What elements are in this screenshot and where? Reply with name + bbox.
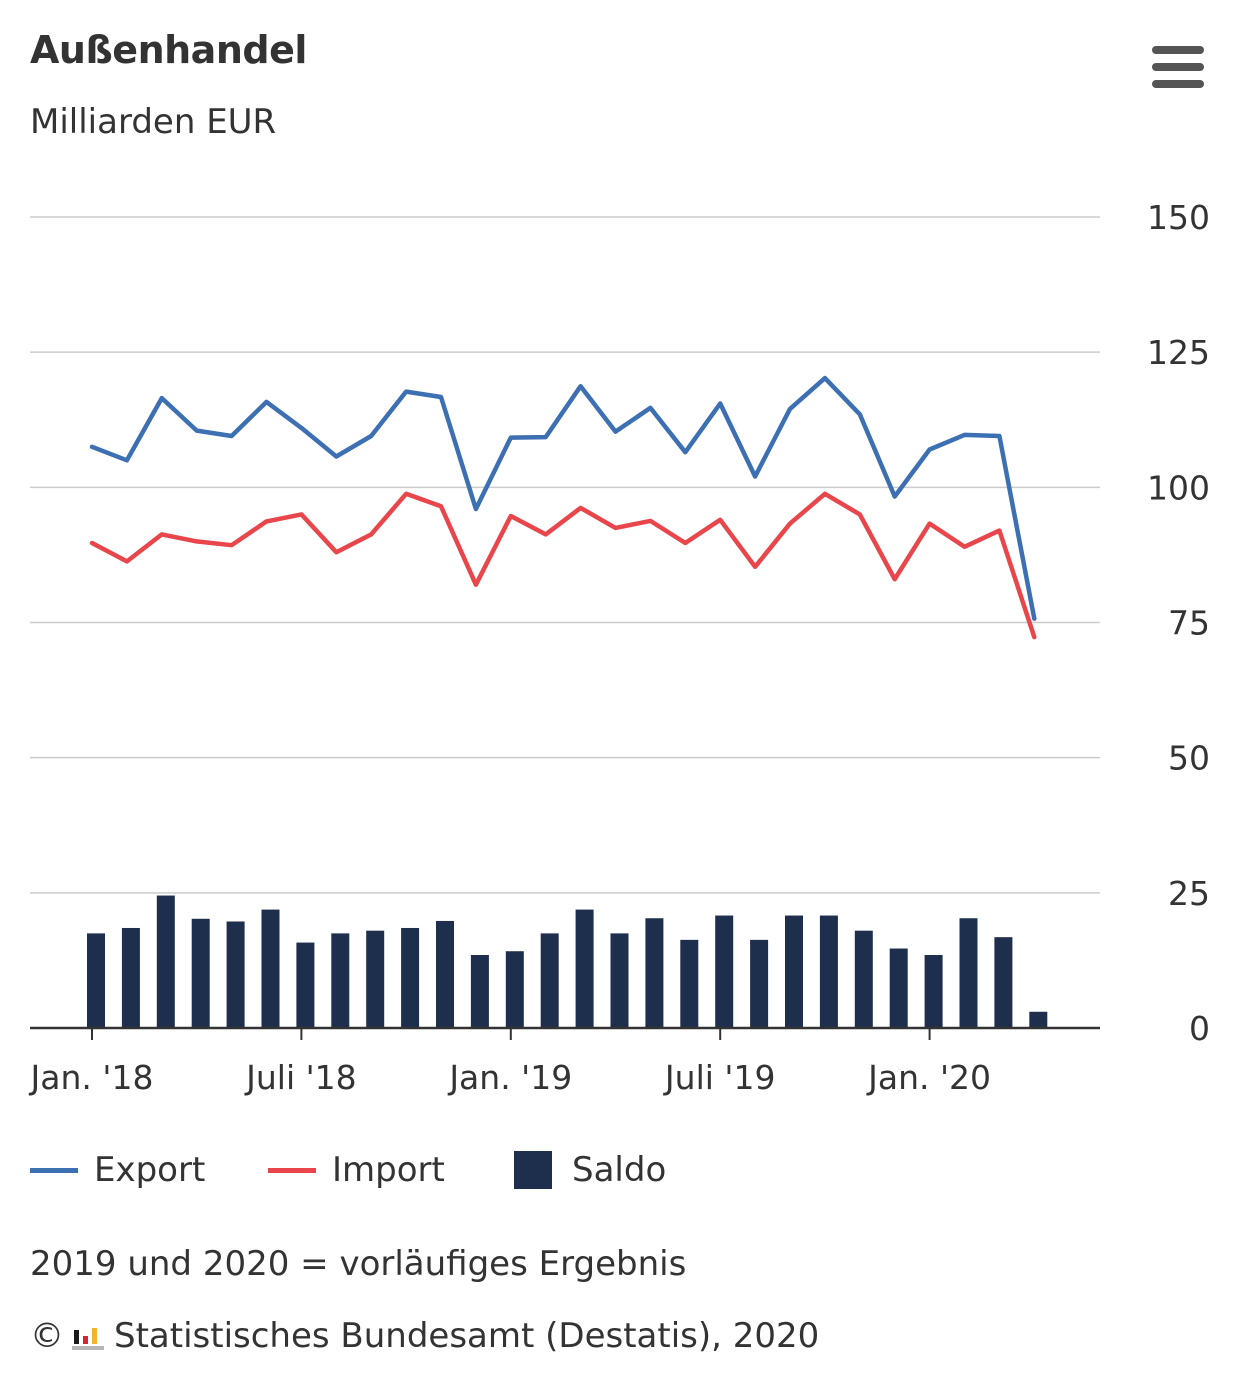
- footnote: 2019 und 2020 = vorläufiges Ergebnis: [30, 1244, 687, 1284]
- y-tick-label: 0: [1189, 1009, 1210, 1048]
- x-tick-label: Juli '19: [663, 1058, 776, 1097]
- credits-text: Statistisches Bundesamt (Destatis), 2020: [114, 1316, 820, 1356]
- saldo-bar: [994, 937, 1013, 1028]
- saldo-bar: [436, 920, 454, 1028]
- legend-item-export[interactable]: Export: [30, 1146, 205, 1194]
- saldo-bar: [610, 933, 629, 1028]
- saldo-bar: [785, 915, 803, 1028]
- saldo-bar: [750, 939, 769, 1028]
- saldo-bar: [191, 918, 210, 1028]
- saldo-bar: [470, 955, 489, 1028]
- saldo-bar: [680, 939, 699, 1028]
- y-tick-label: 75: [1168, 604, 1210, 643]
- x-tick-label: Juli '18: [244, 1058, 357, 1097]
- legend-label-saldo: Saldo: [572, 1150, 667, 1190]
- saldo-bar: [505, 951, 524, 1028]
- legend-label-export: Export: [94, 1150, 206, 1190]
- destatis-logo-icon: [72, 1322, 104, 1350]
- y-tick-label: 125: [1147, 333, 1210, 372]
- legend-export-line-icon: [30, 1167, 78, 1173]
- copyright-symbol: ©: [30, 1316, 64, 1356]
- import-line: [89, 491, 1037, 640]
- legend-item-saldo[interactable]: Saldo: [514, 1146, 666, 1194]
- saldo-bar: [401, 927, 420, 1028]
- saldo-bar: [296, 942, 315, 1028]
- saldo-bar: [121, 927, 140, 1028]
- x-tick-label: Jan. '19: [447, 1058, 572, 1097]
- saldo-bar: [331, 933, 350, 1028]
- y-tick-label: 100: [1147, 468, 1210, 507]
- saldo-bar: [819, 915, 838, 1028]
- saldo-bar: [959, 918, 978, 1028]
- legend-saldo-square-icon: [514, 1151, 552, 1189]
- hamburger-menu-icon[interactable]: [1150, 44, 1206, 90]
- saldo-bar: [1029, 1011, 1048, 1028]
- saldo-bar: [87, 933, 105, 1028]
- legend-item-import[interactable]: Import: [268, 1146, 445, 1194]
- saldo-bar: [715, 915, 734, 1028]
- menu-bar: [1152, 80, 1204, 88]
- chart-title: Außenhandel: [30, 28, 307, 72]
- y-tick-label: 50: [1168, 739, 1210, 778]
- x-tick-label: Jan. '20: [866, 1058, 991, 1097]
- saldo-bar: [645, 918, 664, 1028]
- chart-subtitle: Milliarden EUR: [30, 102, 277, 142]
- saldo-bar: [889, 948, 908, 1028]
- saldo-bar: [226, 921, 245, 1028]
- saldo-bar: [261, 909, 280, 1028]
- saldo-bar: [156, 895, 175, 1028]
- chart-area: 0 25 50 75 100 125 150 Jan. '18 Juli '18 Jan. '19…: [29, 198, 1210, 1097]
- y-tick-label: 25: [1168, 874, 1210, 913]
- saldo-bar: [575, 909, 594, 1028]
- saldo-bar: [540, 933, 559, 1028]
- saldo-bar: [366, 930, 385, 1028]
- saldo-bar: [854, 930, 873, 1028]
- menu-bar: [1152, 63, 1204, 71]
- saldo-bar: [924, 955, 943, 1028]
- x-tick-label: Jan. '18: [29, 1058, 154, 1097]
- y-tick-label: 150: [1147, 198, 1210, 237]
- legend-import-line-icon: [268, 1167, 316, 1173]
- export-line: [89, 375, 1037, 621]
- menu-bar: [1152, 46, 1204, 54]
- legend-label-import: Import: [332, 1150, 445, 1190]
- credits[interactable]: © Statistisches Bundesamt (Destatis), 20…: [30, 1316, 819, 1356]
